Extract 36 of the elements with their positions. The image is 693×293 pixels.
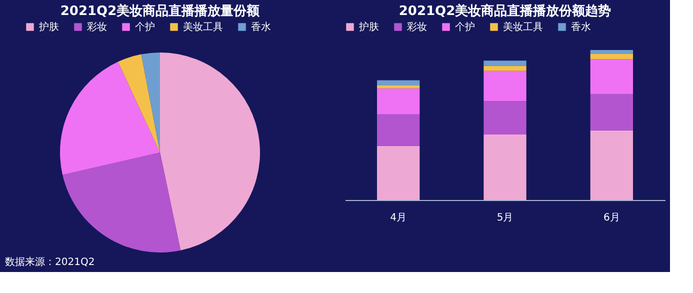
bar: [377, 114, 420, 146]
pie-slice: [62, 152, 181, 252]
bar: [377, 80, 420, 86]
bar: [590, 54, 633, 60]
pie-slice: [60, 62, 160, 175]
legend-label: 个护: [135, 21, 155, 33]
bar: [377, 146, 420, 200]
bar: [377, 85, 420, 88]
legend-label: 美妆工具: [503, 21, 543, 33]
chart-title: 2021Q2美妆商品直播播放份额趋势: [398, 3, 612, 19]
bar: [484, 66, 526, 71]
legend-label: 个护: [455, 21, 475, 33]
chart-title: 2021Q2美妆商品直播播放量份额: [60, 3, 261, 19]
x-tick-label: 5月: [496, 212, 514, 224]
pie-slice: [160, 52, 260, 250]
legend-label: 美妆工具: [183, 21, 223, 33]
x-tick-label: 6月: [603, 212, 620, 224]
bar: [590, 94, 633, 130]
bar: [590, 130, 633, 200]
pie-slice: [118, 54, 160, 152]
x-tick-label: 4月: [390, 212, 407, 224]
bar: [484, 101, 526, 134]
bar: [484, 70, 526, 102]
legend-label: 香水: [571, 21, 591, 33]
bar: [590, 59, 633, 94]
legend-label: 护肤: [358, 21, 379, 33]
bar: [590, 50, 633, 54]
pie-slice: [141, 52, 160, 152]
bar: [484, 60, 526, 66]
legend-label: 彩妆: [87, 21, 107, 33]
legend-label: 彩妆: [407, 21, 427, 33]
legend-label: 护肤: [38, 21, 59, 33]
bar: [377, 88, 420, 114]
bar: [484, 134, 526, 200]
legend-label: 香水: [251, 21, 271, 33]
source-note: 数据来源：2021Q2: [5, 256, 95, 268]
